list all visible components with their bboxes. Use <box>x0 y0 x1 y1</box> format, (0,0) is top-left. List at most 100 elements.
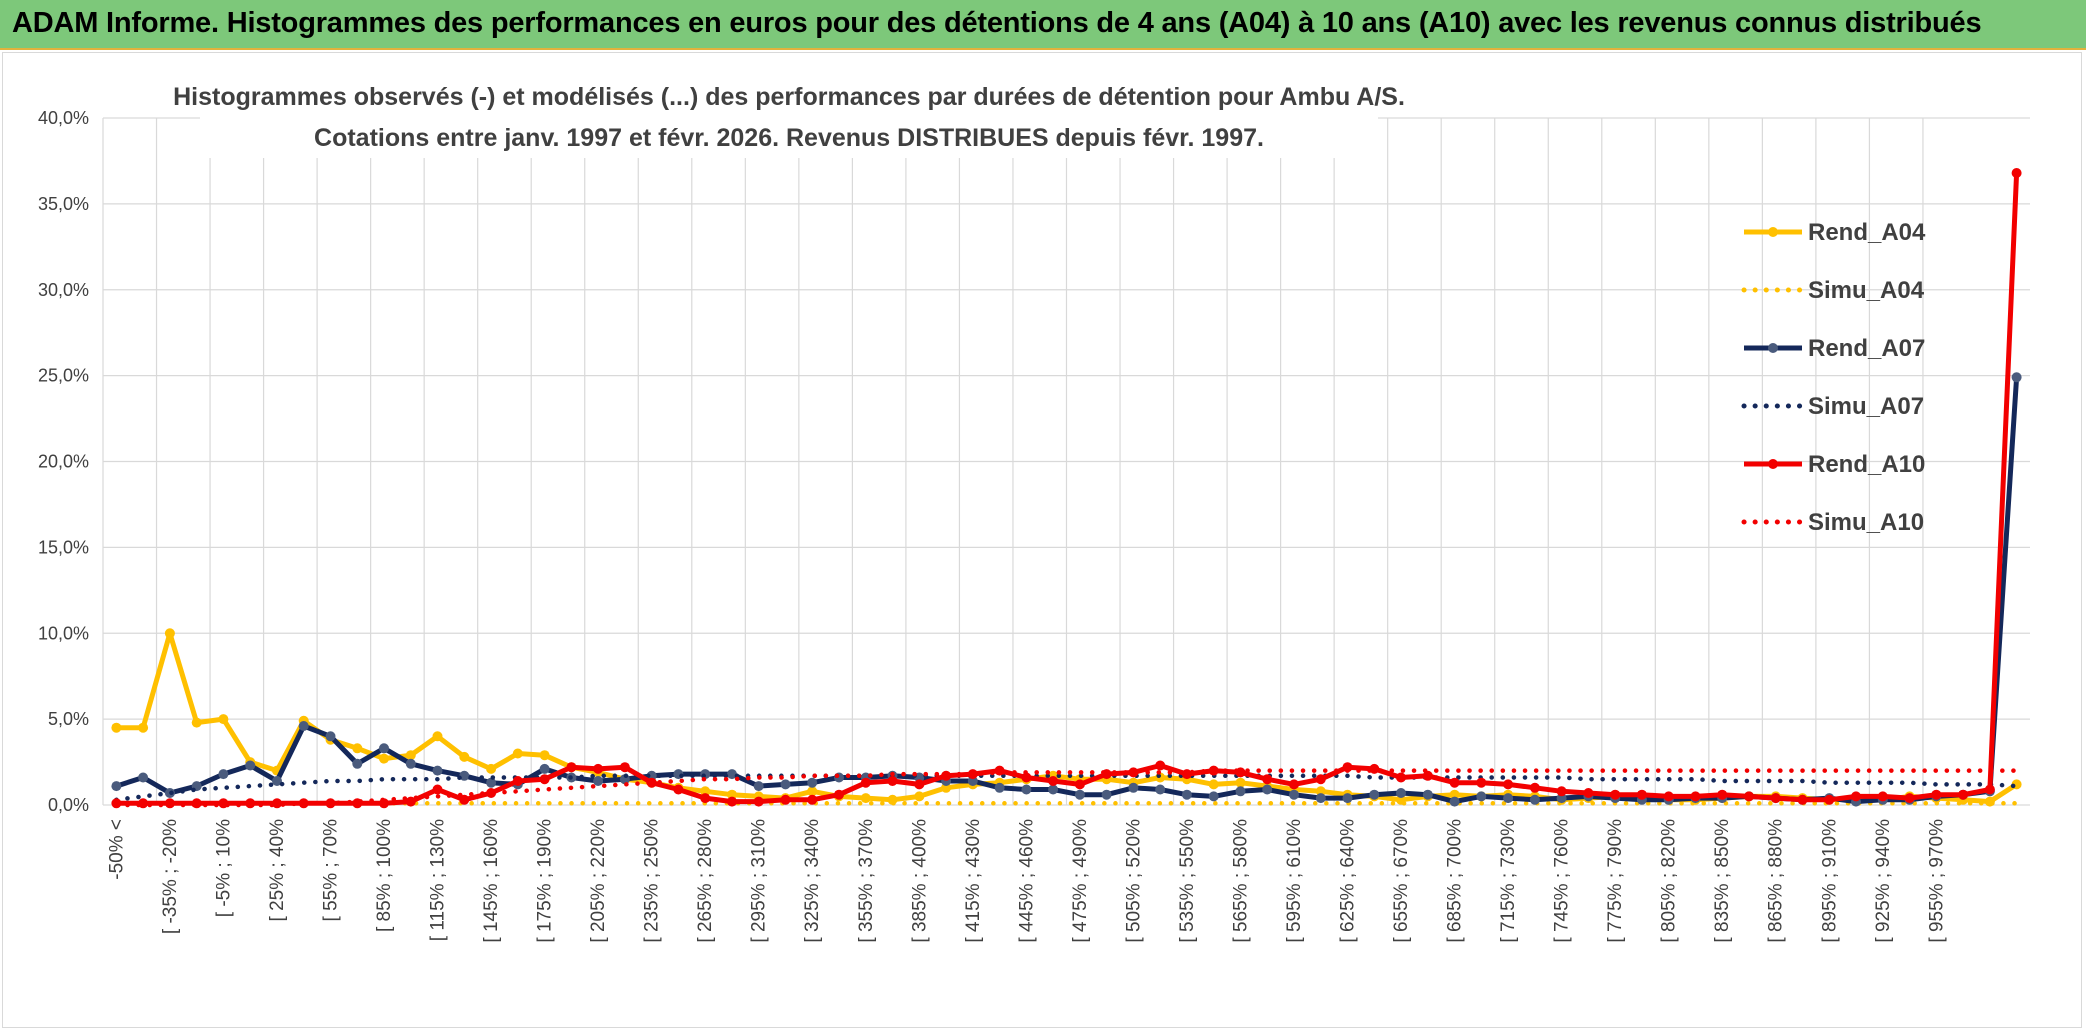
y-tick-label: 35,0% <box>38 194 89 214</box>
data-point <box>1262 784 1273 795</box>
data-point <box>164 628 175 639</box>
data-point <box>1797 794 1808 805</box>
x-tick-label: [ 775% ; 790% <box>1605 819 1626 943</box>
data-point <box>646 770 657 781</box>
data-point <box>539 763 550 774</box>
data-point <box>1369 789 1380 800</box>
data-point <box>1476 777 1487 788</box>
data-point <box>1074 779 1085 790</box>
data-point <box>191 717 202 728</box>
x-tick-label: [ 475% ; 490% <box>1070 819 1091 943</box>
data-point <box>298 721 309 731</box>
data-point <box>1824 794 1835 805</box>
chart-frame <box>2 52 2082 1028</box>
data-point <box>1422 770 1433 781</box>
data-point <box>1208 779 1219 790</box>
data-point <box>753 781 764 792</box>
data-point <box>914 779 925 790</box>
x-tick-label: [ 535% ; 550% <box>1177 819 1198 943</box>
data-point <box>914 791 925 802</box>
x-tick-label: [ 235% ; 250% <box>642 819 663 943</box>
data-point <box>1636 789 1647 800</box>
data-point <box>1503 793 1514 804</box>
y-axis-ticks: 0,0% 5,0% 10,0% 15,0% 20,0% 25,0% 30,0% 35,0% 40… <box>38 108 89 815</box>
data-point <box>1449 796 1460 807</box>
legend-marker <box>1768 459 1778 469</box>
data-point <box>1583 788 1594 798</box>
data-point <box>1877 791 1888 802</box>
data-point <box>967 776 978 786</box>
data-point <box>1556 786 1567 797</box>
data-point <box>325 731 336 742</box>
data-point <box>914 772 925 783</box>
data-point <box>459 751 470 762</box>
y-tick-label: 5,0% <box>48 709 89 729</box>
x-tick-label: [ 625% ; 640% <box>1338 819 1359 943</box>
x-tick-label: [ 715% ; 730% <box>1498 819 1519 943</box>
data-point <box>459 770 470 781</box>
x-tick-label: [ 175% ; 190% <box>535 819 556 943</box>
x-tick-label: [ 325% ; 340% <box>802 819 823 943</box>
x-tick-label: [ 295% ; 310% <box>749 819 770 943</box>
legend-label: Simu_A10 <box>1808 509 1924 536</box>
data-point <box>1074 789 1085 800</box>
data-point <box>1770 793 1781 804</box>
data-point <box>1235 777 1246 788</box>
report-title: ADAM Informe. Histogrammes des performan… <box>12 7 1982 39</box>
data-point <box>1048 776 1059 786</box>
data-point <box>138 722 149 733</box>
data-point <box>486 788 497 798</box>
x-tick-label: [ 835% ; 850% <box>1712 819 1733 943</box>
x-axis-ticks: -50% < [ -35% ; -20% [ -5% ; 10% [ 25% ; 40… <box>106 819 1947 943</box>
data-point <box>753 796 764 807</box>
y-tick-label: 10,0% <box>38 623 89 643</box>
x-tick-label: [ 145% ; 160% <box>481 819 502 943</box>
data-point <box>1021 772 1032 783</box>
data-point <box>432 784 443 795</box>
data-point <box>486 763 497 774</box>
y-tick-label: 0,0% <box>48 795 89 815</box>
data-point <box>1128 782 1139 793</box>
legend-item-Simu_A10: Simu_A10 <box>1741 509 1924 536</box>
x-tick-label: [ 445% ; 460% <box>1016 819 1037 943</box>
x-tick-label: [ 565% ; 580% <box>1230 819 1251 943</box>
x-tick-label: [ 55% ; 70% <box>320 819 341 922</box>
legend-label: Simu_A04 <box>1808 277 1925 304</box>
data-point <box>1396 772 1406 783</box>
data-point <box>218 714 229 725</box>
data-point <box>1181 769 1192 780</box>
data-point <box>512 748 523 759</box>
data-point <box>780 794 791 805</box>
data-point <box>700 793 711 804</box>
legend-item-Rend_A07: Rend_A07 <box>1744 335 1925 362</box>
report-banner: ADAM Informe. Histogrammes des performan… <box>0 0 2086 50</box>
data-point <box>994 782 1005 793</box>
x-tick-label: [ 265% ; 280% <box>695 819 716 943</box>
data-point <box>727 769 737 780</box>
data-point <box>1984 784 1995 795</box>
legend-item-Rend_A10: Rend_A10 <box>1744 451 1925 478</box>
data-point <box>352 743 363 754</box>
data-point <box>539 750 550 761</box>
data-point <box>379 743 389 754</box>
y-tick-label: 30,0% <box>38 280 89 300</box>
x-tick-label: [ 385% ; 400% <box>909 819 930 943</box>
x-tick-label: [ 595% ; 610% <box>1284 819 1305 943</box>
legend-label: Rend_A07 <box>1808 335 1925 362</box>
data-point <box>1021 784 1032 795</box>
title-background <box>200 76 1378 158</box>
data-point <box>1851 791 1861 802</box>
data-point <box>1690 791 1701 802</box>
data-point <box>1181 789 1192 800</box>
data-point <box>1449 777 1460 788</box>
x-tick-label: [ 865% ; 880% <box>1766 819 1787 943</box>
data-point <box>566 762 577 773</box>
series-lines <box>111 168 2022 809</box>
data-point <box>1717 789 1728 800</box>
y-tick-label: 25,0% <box>38 366 89 386</box>
x-tick-label: [ 355% ; 370% <box>856 819 877 943</box>
x-tick-label: [ 115% ; 130% <box>428 819 449 941</box>
x-tick-label: [ 805% ; 820% <box>1659 819 1680 943</box>
data-point <box>1369 763 1380 774</box>
data-point <box>1289 789 1299 800</box>
